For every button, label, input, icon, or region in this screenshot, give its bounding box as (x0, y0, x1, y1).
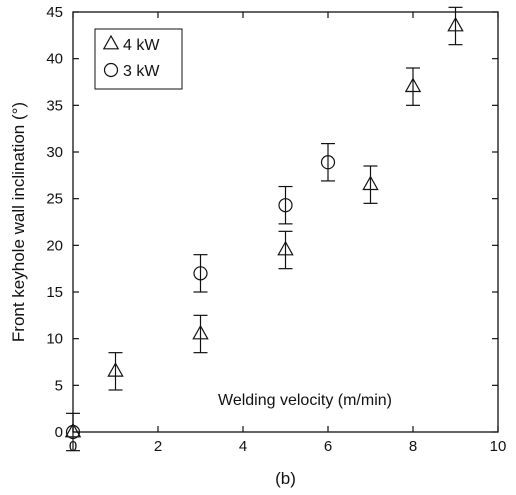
y-tick-label: 30 (46, 144, 63, 161)
y-tick-label: 35 (46, 97, 63, 114)
plot-frame (72, 11, 499, 433)
legend-label: 3 kW (123, 63, 160, 80)
data-point-circle (320, 155, 336, 170)
data-point-triangle (192, 324, 209, 340)
x-tick-label: 8 (409, 438, 417, 455)
data-point-circle (65, 424, 81, 440)
y-axis-label: Front keyhole wall inclination (°) (9, 102, 28, 342)
y-tick-label: 0 (55, 424, 63, 441)
y-tick-label: 40 (46, 51, 63, 68)
axis-ticks (72, 11, 499, 433)
data-point-circle (193, 266, 208, 281)
legend-marker-circle (103, 62, 119, 78)
data-point-triangle (447, 16, 464, 32)
x-tick-label: 6 (324, 438, 332, 455)
data-point-triangle (64, 422, 82, 438)
legend-marker-triangle (102, 34, 120, 50)
data-point-triangle (107, 362, 124, 377)
x-tick-label: 10 (490, 438, 507, 455)
legend-items: 4 kW 3 kW (102, 34, 160, 80)
data-point-triangle (277, 240, 294, 256)
data-point-circle (278, 198, 293, 213)
annotation-text: Welding velocity (m/min) (218, 392, 392, 409)
x-tick-label: 2 (154, 438, 162, 455)
x-tick-label: 4 (239, 438, 247, 455)
legend-label: 4 kW (123, 37, 160, 54)
y-tick-label: 20 (46, 237, 63, 254)
y-tick-label: 15 (46, 284, 63, 301)
data-point-triangle (404, 77, 422, 93)
data-marks (64, 6, 464, 452)
x-axis-label: (b) (275, 469, 296, 488)
y-tick-label: 5 (55, 377, 63, 394)
y-tick-label: 45 (46, 4, 63, 21)
legend: 4 kW 3 kW (94, 28, 183, 90)
data-point-triangle (362, 175, 379, 191)
y-tick-label: 10 (46, 331, 63, 348)
y-tick-label: 25 (46, 191, 63, 208)
